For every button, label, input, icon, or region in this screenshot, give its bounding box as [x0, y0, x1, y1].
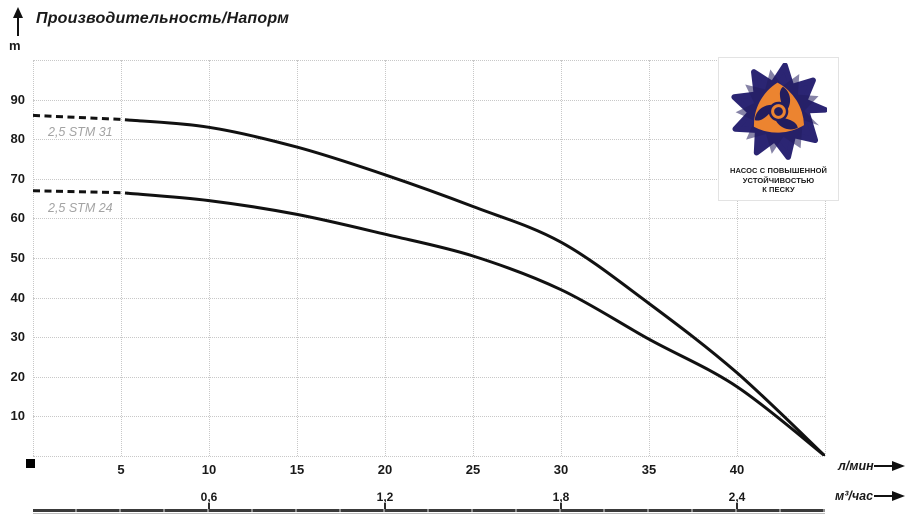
gridline-vertical — [649, 60, 650, 456]
x-axis-arrow-lmin-icon — [874, 461, 905, 471]
gridline-vertical — [737, 60, 738, 456]
secondary-axis-bar-shadow — [33, 513, 825, 514]
origin-marker — [26, 459, 35, 468]
gridline-horizontal — [33, 139, 825, 141]
x-tick-label-m3h: 2,4 — [728, 490, 746, 504]
gridline-horizontal — [33, 297, 825, 299]
curve-dashed-stm24 — [33, 189, 129, 195]
logo-caption-line3: К ПЕСКУ — [762, 185, 795, 195]
plot-area — [33, 60, 826, 457]
series-label-stm24: 2,5 STM 24 — [48, 201, 113, 215]
x-tick-mark-m3h — [384, 503, 386, 509]
logo-caption-line2: УСТОЙЧИВОСТЬЮ — [742, 175, 815, 185]
gridline-vertical — [385, 60, 386, 456]
gridline-horizontal — [33, 99, 825, 101]
x-tick-label-lmin: 15 — [289, 462, 305, 477]
curve-solid-stm24 — [126, 191, 825, 456]
y-tick-label: 90 — [10, 91, 25, 107]
gridline-horizontal — [33, 60, 825, 61]
secondary-axis-bar — [33, 509, 825, 512]
gridline-horizontal — [33, 337, 825, 339]
x-tick-label-lmin: 5 — [117, 462, 125, 477]
sand-resistant-pump-logo: НАСОС С ПОВЫШЕННОЙ УСТОЙЧИВОСТЬЮ К ПЕСКУ — [718, 57, 839, 201]
x-axis-unit-lmin: л/мин — [838, 459, 874, 473]
gridline-vertical — [825, 60, 826, 456]
gridline-horizontal — [33, 218, 825, 220]
x-tick-label-lmin: 10 — [201, 462, 217, 477]
x-tick-label-m3h: 1,2 — [376, 490, 394, 504]
gridline-vertical — [473, 60, 474, 456]
gridline-horizontal — [33, 416, 825, 418]
x-axis-arrow-m3h-icon — [874, 491, 905, 501]
gridline-horizontal — [33, 258, 825, 259]
x-tick-mark-m3h — [736, 503, 738, 509]
gridline-vertical — [297, 60, 298, 456]
gridline-horizontal — [33, 376, 825, 378]
x-tick-mark-m3h — [208, 503, 210, 509]
x-tick-label-lmin: 35 — [641, 462, 657, 477]
gridline-horizontal — [33, 456, 825, 457]
curve-dashed-stm31 — [33, 113, 129, 122]
logo-caption-line1: НАСОС С ПОВЫШЕННОЙ — [729, 166, 828, 176]
x-tick-label-m3h: 0,6 — [200, 490, 218, 504]
y-axis-up-arrow-icon — [13, 7, 23, 36]
y-axis-unit-label: m — [9, 38, 21, 53]
gridline-vertical — [33, 60, 34, 456]
pump-curves — [33, 113, 825, 456]
gridline-vertical — [209, 60, 210, 456]
chart-title: Производительность/Напорм — [36, 10, 290, 27]
x-tick-mark-m3h — [560, 503, 562, 509]
y-tick-label: 30 — [10, 329, 25, 345]
pump-flower-logo-icon — [731, 63, 827, 160]
y-tick-label: 10 — [10, 408, 25, 424]
x-axis-unit-m3h: м³/час — [835, 489, 874, 503]
y-tick-label: 50 — [10, 250, 25, 265]
x-tick-label-lmin: 25 — [465, 462, 481, 477]
gridline-vertical — [121, 60, 122, 456]
x-tick-label-lmin: 20 — [377, 462, 393, 477]
y-tick-label: 80 — [10, 131, 25, 147]
series-label-stm31: 2,5 STM 31 — [48, 125, 113, 139]
y-tick-label: 40 — [10, 289, 25, 305]
gridline-horizontal — [33, 178, 825, 180]
y-tick-label: 70 — [10, 170, 25, 186]
gridline-vertical — [561, 60, 562, 456]
x-tick-label-lmin: 30 — [553, 462, 569, 477]
logo-caption: НАСОС С ПОВЫШЕННОЙ УСТОЙЧИВОСТЬЮ К ПЕСКУ — [719, 166, 838, 195]
curve-solid-stm31 — [126, 118, 825, 456]
x-tick-label-m3h: 1,8 — [552, 490, 570, 504]
x-tick-label-lmin: 40 — [729, 462, 745, 477]
y-tick-label: 60 — [10, 210, 25, 226]
y-tick-label: 20 — [10, 368, 25, 384]
